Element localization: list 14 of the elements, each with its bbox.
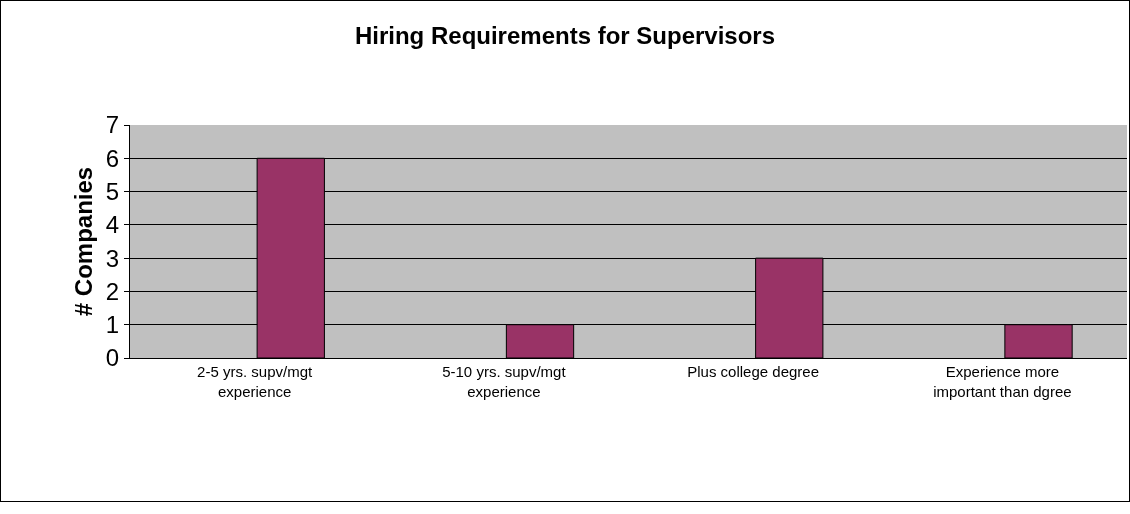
x-tick-label: Plus college degree xyxy=(687,363,820,380)
chart-title: Hiring Requirements for Supervisors xyxy=(354,22,776,50)
y-tick-label: 1 xyxy=(105,311,120,339)
y-tick-label: 0 xyxy=(105,344,120,372)
x-tick-label: 2-5 yrs. supv/mgt experience xyxy=(197,363,313,400)
y-axis-title: # Companies xyxy=(69,166,97,317)
y-tick-label: 2 xyxy=(105,277,120,305)
x-tick-label: 5-10 yrs. supv/mgt experience xyxy=(442,363,567,400)
y-tick-label: 5 xyxy=(105,177,120,205)
y-tick-label: 3 xyxy=(105,244,120,272)
y-tick-label: 7 xyxy=(105,111,120,139)
y-tick-label: 4 xyxy=(105,211,120,239)
x-tick-label: Experience more important than dgree xyxy=(933,363,1072,400)
y-tick-label: 6 xyxy=(105,144,120,172)
